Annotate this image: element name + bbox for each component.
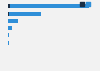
Bar [8,4,10,8]
Bar [8,12,41,16]
Bar [8,4,89,8]
Bar [8,26,12,30]
Bar [8,41,9,45]
Bar [8,19,18,23]
Bar [8,12,9,16]
Bar [8,33,9,37]
Point [87,4,89,5]
Point [81,4,83,5]
